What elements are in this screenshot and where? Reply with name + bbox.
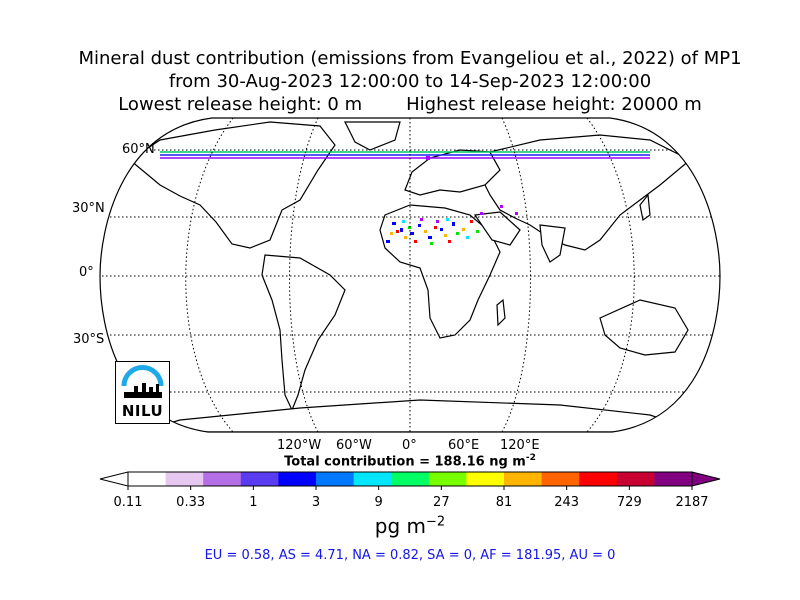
colorbar-tick-label: 9 — [374, 495, 383, 510]
colorbar-segment — [165, 472, 204, 486]
colorbar-tick-label: 27 — [433, 495, 450, 510]
greenland-outline — [344, 121, 401, 151]
colorbar-tick-label: 1 — [249, 495, 258, 510]
north-america-outline — [128, 121, 336, 249]
colorbar-segment — [504, 472, 543, 486]
colorbar-tick-label: 243 — [554, 495, 580, 510]
arabia-outline — [473, 211, 521, 246]
region-contributions: EU = 0.58, AS = 4.71, NA = 0.82, SA = 0,… — [204, 548, 616, 563]
nilu-logo: NILU — [115, 361, 170, 424]
colorbar-tick-label: 3 — [311, 495, 321, 510]
colorbar-segment — [654, 472, 693, 486]
colorbar-segment — [579, 472, 618, 486]
colorbar-tick-label: 81 — [495, 495, 513, 510]
colorbar-tick-label: 0.11 — [113, 495, 143, 510]
colorbar-segment — [391, 472, 430, 486]
colorbar-segment — [316, 472, 355, 486]
colorbar-segment — [466, 472, 505, 486]
title-line-2: from 30-Aug-2023 12:00:00 to 14-Sep-2023… — [168, 71, 652, 92]
colorbar-segment — [541, 472, 580, 486]
madagascar-outline — [496, 298, 506, 327]
lon-label-0: 0° — [402, 438, 417, 453]
map-boundary — [99, 117, 721, 433]
lon-label-120e: 120°E — [500, 438, 540, 453]
highest-release-height: Highest release height: 20000 m — [406, 94, 702, 115]
lon-label-120w: 120°W — [277, 438, 322, 453]
nilu-logo-text: NILU — [121, 402, 164, 420]
colorbar-segment — [203, 472, 242, 486]
colorbar-segment — [353, 472, 392, 486]
europe-outline — [404, 149, 501, 196]
asia-outline — [484, 134, 692, 251]
lon-label-60e: 60°E — [448, 438, 480, 453]
colorbar-frame — [127, 471, 693, 487]
coastlines — [128, 121, 701, 432]
colorbar-units: pg m−2 — [374, 514, 446, 538]
australia-outline — [599, 299, 689, 356]
antarctica-outline — [139, 399, 701, 432]
colorbar-segment — [240, 472, 279, 486]
lat-label-30n: 30°N — [72, 201, 105, 216]
lat-label-60n: 60°N — [122, 142, 155, 157]
colorbar-extend-low — [99, 471, 129, 487]
south-america-outline — [261, 254, 346, 412]
title-line-3: Lowest release height: 0 m Highest releas… — [10, 94, 800, 116]
japan-outline — [639, 193, 651, 222]
colorbar — [99, 471, 721, 490]
title-line-1: Mineral dust contribution (emissions fro… — [78, 48, 742, 69]
lowest-release-height: Lowest release height: 0 m — [118, 94, 363, 115]
lon-label-60w: 60°W — [336, 438, 372, 453]
nilu-logo-mark — [121, 365, 164, 398]
colorbar-segment — [428, 472, 467, 486]
dust-contribution-field — [386, 156, 518, 245]
lat-label-30s: 30°S — [73, 332, 105, 347]
release-lines — [160, 151, 650, 159]
graticule — [100, 118, 720, 432]
india-outline — [539, 224, 566, 263]
colorbar-extend-high — [691, 471, 721, 487]
colorbar-tick-label: 2187 — [675, 495, 709, 510]
colorbar-tick-label: 0.33 — [176, 495, 206, 510]
colorbar-segment — [278, 472, 317, 486]
colorbar-tick-label: 729 — [616, 495, 642, 510]
total-contribution: Total contribution = 188.16 ng m-2 — [284, 453, 536, 470]
lat-label-0: 0° — [79, 265, 94, 280]
colorbar-segment — [616, 472, 655, 486]
colorbar-segment — [128, 472, 167, 486]
